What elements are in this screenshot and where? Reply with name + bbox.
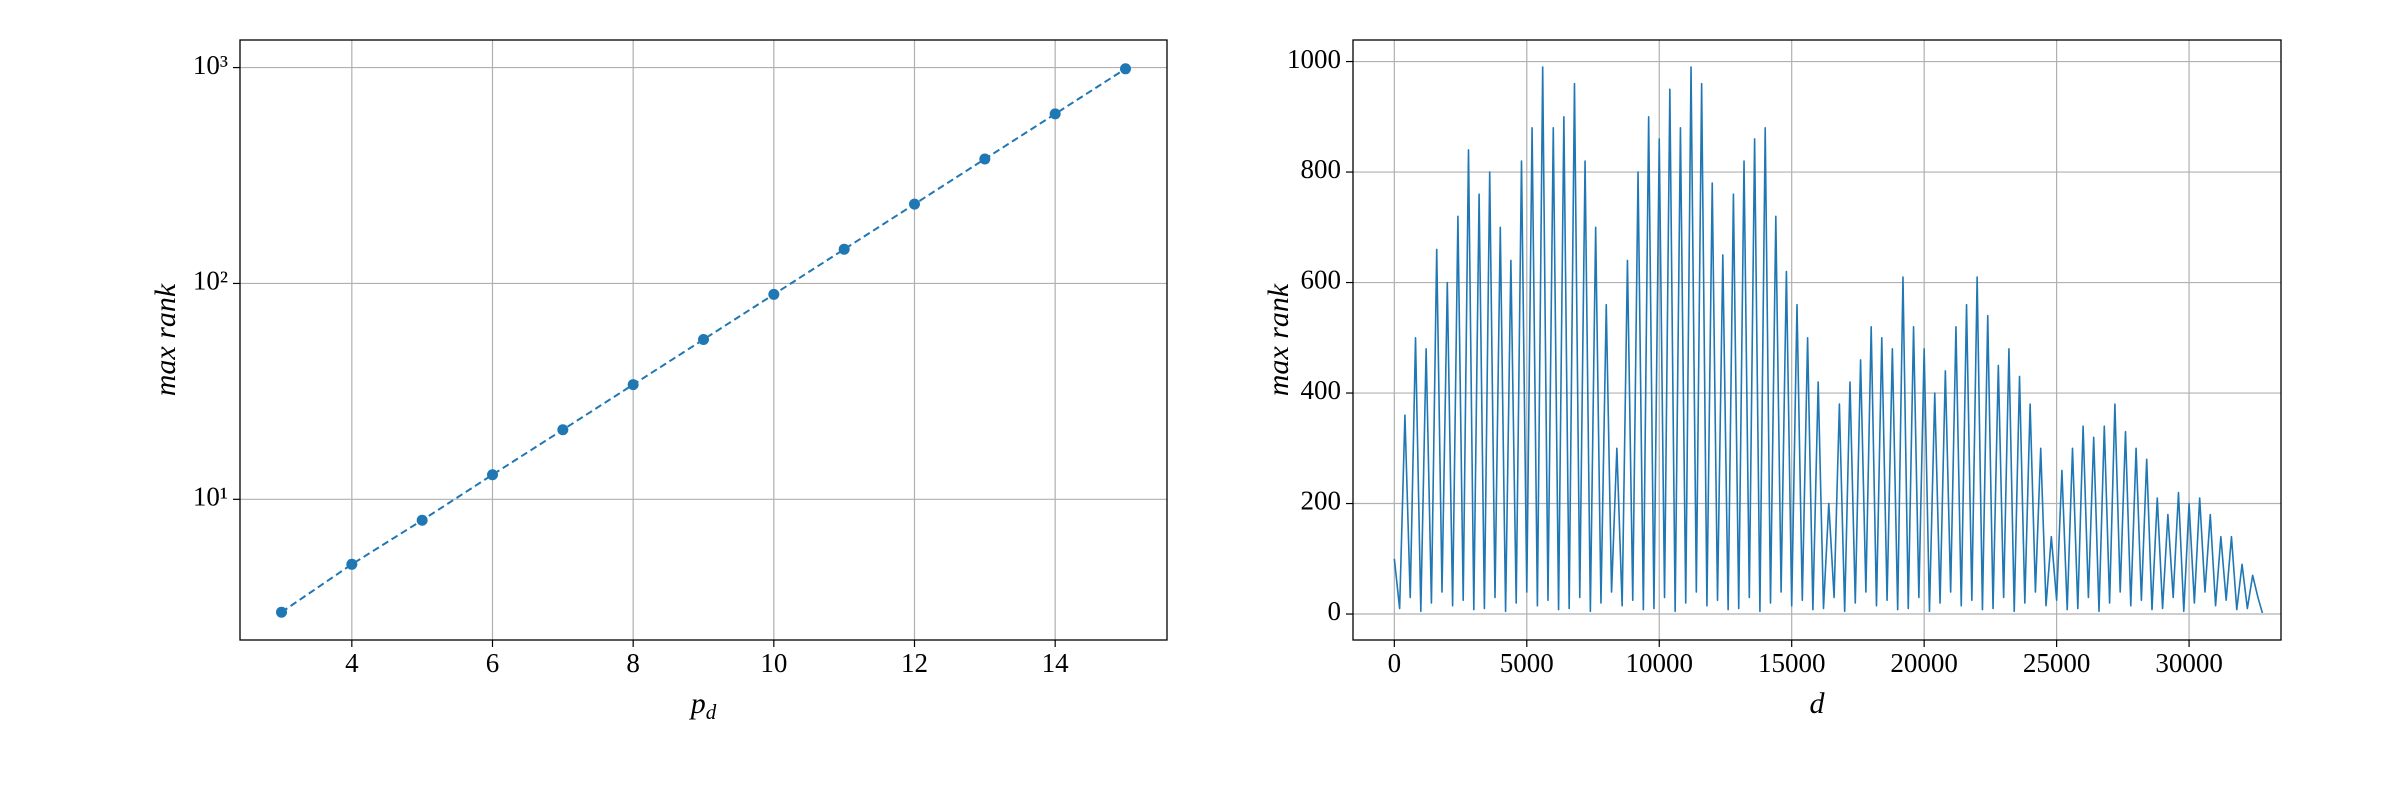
x-axis-label-main: p (689, 687, 706, 720)
x-tick-label: 30000 (2155, 648, 2223, 678)
y-tick-label: 800 (1301, 154, 1342, 184)
x-tick-label: 0 (1388, 648, 1402, 678)
y-axis-label: max rank (1262, 283, 1295, 396)
x-tick-label: 15000 (1758, 648, 1826, 678)
data-point (698, 333, 709, 345)
data-point (416, 514, 428, 526)
data-point (627, 379, 639, 391)
x-tick-label: 25000 (2023, 648, 2091, 678)
data-line (1393, 66, 2264, 614)
x-tick-label: 6 (486, 648, 500, 678)
x-axis-label-sub: d (706, 700, 717, 724)
data-point (909, 198, 921, 210)
data-point (838, 243, 850, 255)
y-tick-label: 0 (1328, 596, 1342, 626)
data-point (979, 153, 991, 165)
x-tick-label: 14 (1042, 648, 1070, 678)
data-point (486, 469, 498, 481)
x-axis-label-main: d (1810, 687, 1826, 720)
x-tick-label: 12 (901, 648, 928, 678)
x-tick-label: 10 (760, 648, 787, 678)
x-tick-label: 20000 (1890, 648, 1958, 678)
data-point (1049, 108, 1061, 120)
x-axis-label: pd (689, 687, 717, 724)
x-axis-label: d (1810, 687, 1826, 720)
axes-frame (239, 39, 1168, 641)
y-tick-label: 400 (1301, 375, 1342, 405)
x-tick-label: 10000 (1625, 648, 1693, 678)
y-tick-label: 200 (1301, 486, 1342, 516)
y-tick-label: 600 (1301, 265, 1342, 295)
y-tick-label: 10² (193, 266, 228, 296)
data-point (346, 558, 358, 570)
y-axis-label: max rank (149, 283, 182, 396)
data-point (275, 606, 287, 618)
y-tick-label: 10¹ (193, 482, 228, 512)
x-tick-label: 5000 (1500, 648, 1554, 678)
y-tick-label: 1000 (1287, 44, 1341, 74)
data-point (557, 424, 569, 436)
data-point (1120, 63, 1132, 75)
data-point (768, 288, 780, 300)
x-tick-label: 8 (626, 648, 640, 678)
axes-frame (1352, 39, 2282, 641)
y-tick-label: 10³ (193, 50, 228, 80)
x-tick-label: 4 (345, 648, 359, 678)
